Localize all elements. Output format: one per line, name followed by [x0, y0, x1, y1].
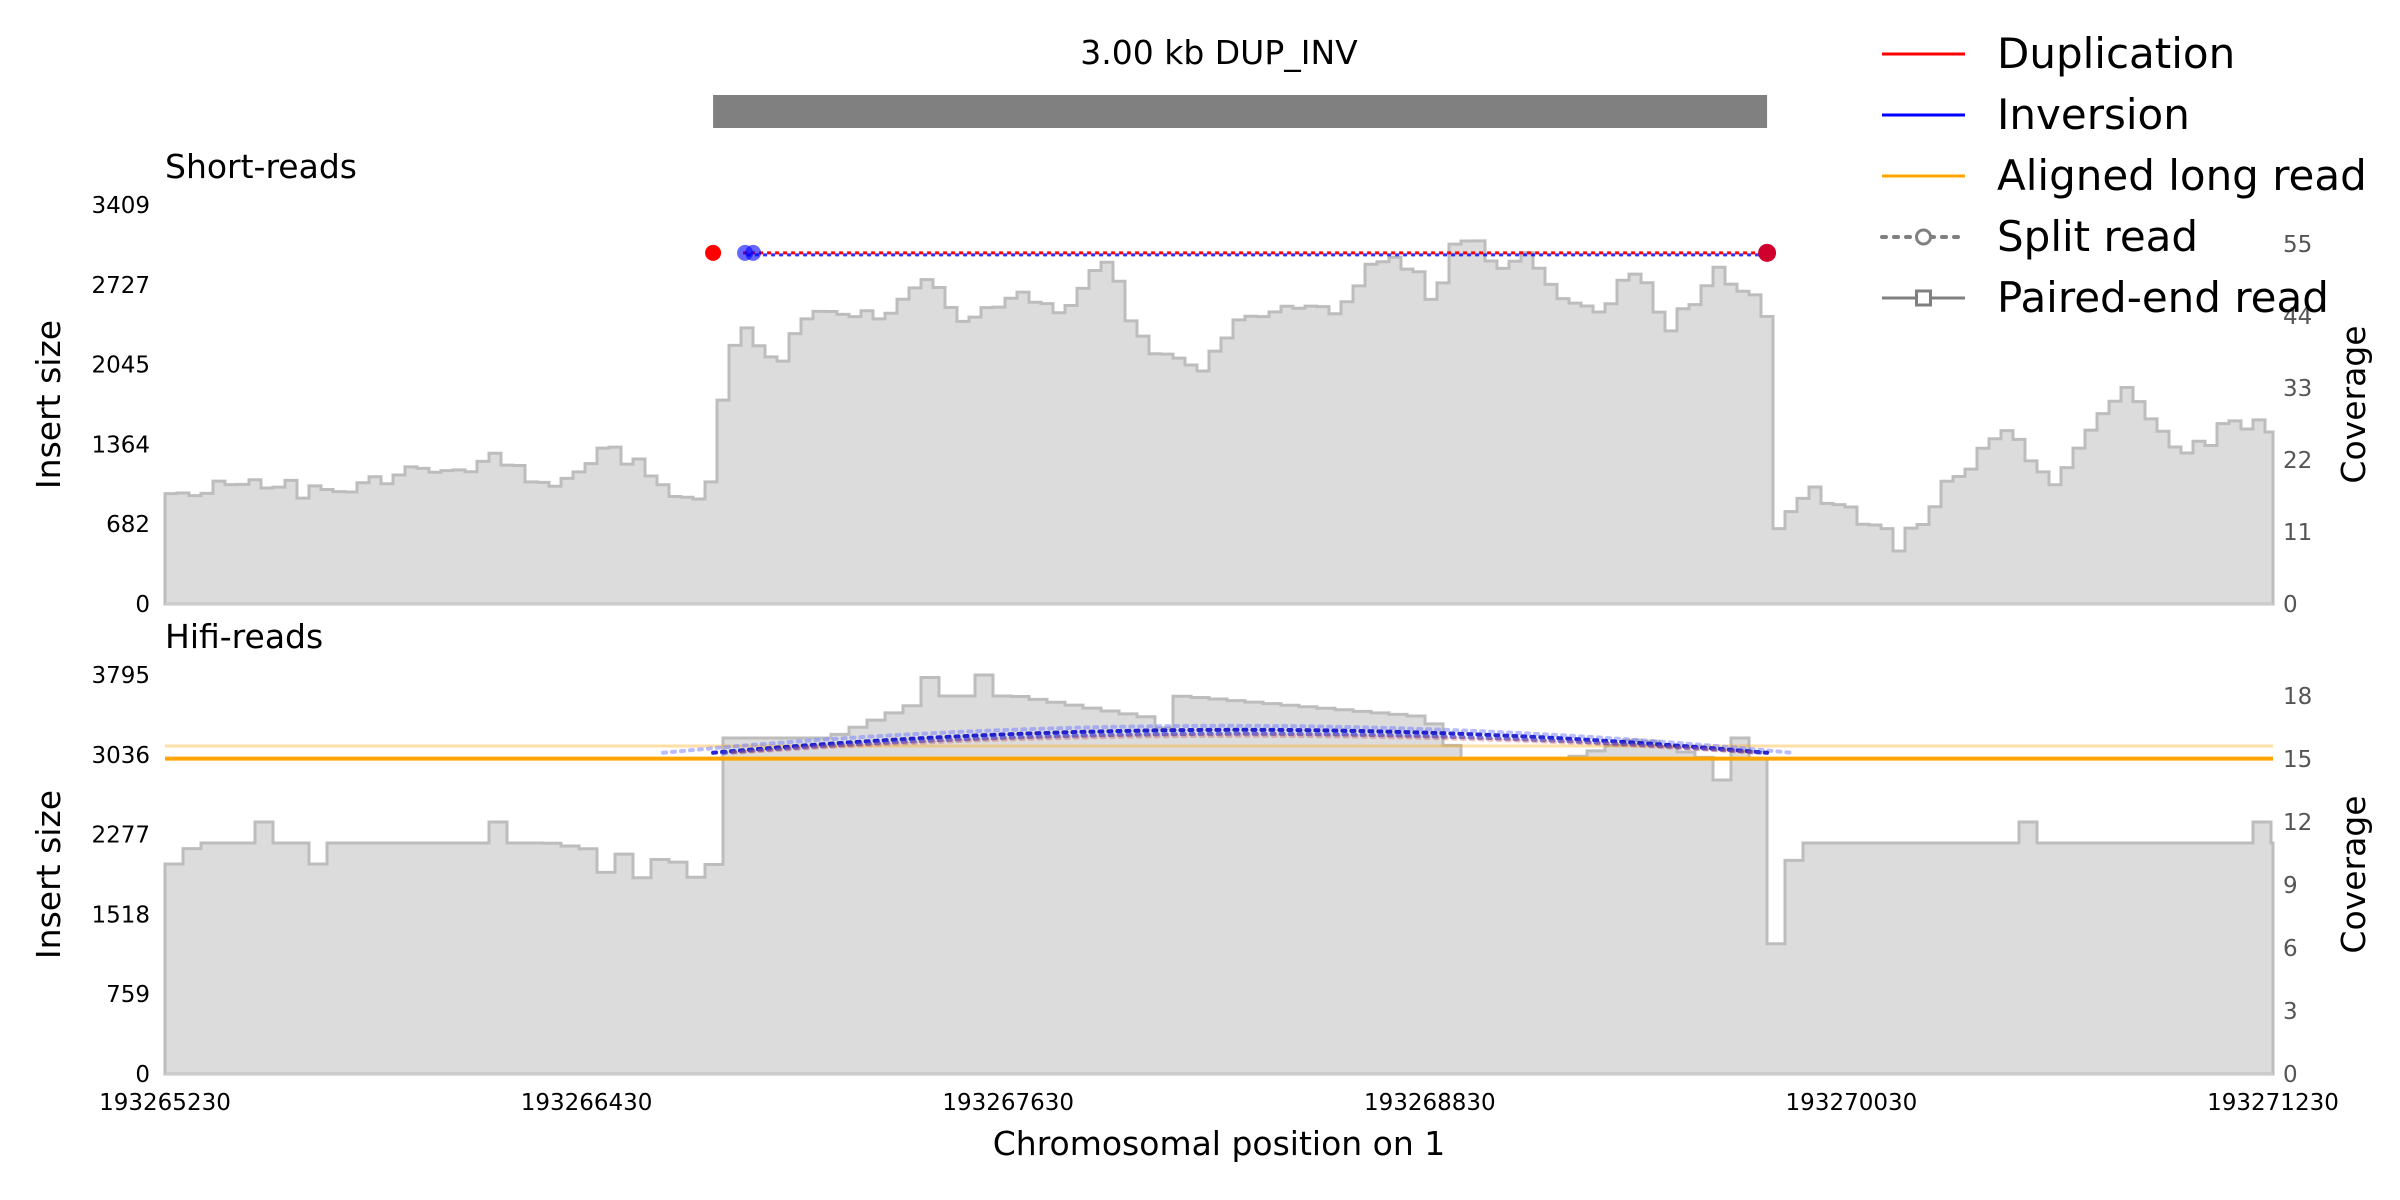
- y-axis-label-left: Insert size: [29, 790, 68, 959]
- legend-label: Inversion: [1997, 90, 2190, 139]
- y-tick-right: 44: [2283, 304, 2312, 330]
- y-axis-label-left: Insert size: [29, 320, 68, 489]
- coverage-area: [163, 239, 2275, 606]
- chart-title: 3.00 kb DUP_INV: [1080, 33, 1358, 72]
- split-read-arc: [711, 727, 1770, 755]
- y-tick-left: 0: [135, 1062, 150, 1088]
- y-tick-right: 33: [2283, 376, 2312, 402]
- y-tick-right: 6: [2283, 936, 2298, 962]
- y-tick-left: 759: [106, 982, 150, 1008]
- y-axis-label-right: Coverage: [2334, 325, 2373, 483]
- y-tick-left: 1364: [91, 432, 150, 458]
- panel-name: Short-reads: [165, 147, 357, 186]
- legend-marker: [1915, 228, 1932, 246]
- y-tick-left: 1518: [91, 902, 150, 928]
- x-tick-label: 193267630: [942, 1090, 1074, 1116]
- legend-label: Duplication: [1997, 29, 2235, 78]
- x-ticks: 193265230 193266430 193267630 193268830 1932…: [99, 1090, 2339, 1116]
- coverage-area: [163, 673, 2275, 1076]
- y-tick-left: 3795: [91, 663, 150, 689]
- x-axis-label: Chromosomal position on 1: [993, 1124, 1446, 1163]
- y-tick-right: 55: [2283, 232, 2312, 258]
- x-tick-label: 193270030: [1786, 1090, 1918, 1116]
- y-tick-right: 9: [2283, 873, 2298, 899]
- split-read-arc: [661, 723, 1795, 755]
- x-tick-label: 193268830: [1364, 1090, 1496, 1116]
- panel-name: Hifi-reads: [165, 617, 323, 656]
- legend: Duplication Inversion Aligned long read Spl…: [1880, 29, 2367, 322]
- x-tick-label: 193265230: [99, 1090, 231, 1116]
- legend-marker: [1915, 289, 1932, 307]
- split-read-arc: [731, 733, 1760, 755]
- y-tick-left: 3036: [91, 743, 150, 769]
- y-tick-left: 3409: [91, 193, 150, 219]
- y-tick-right: 0: [2283, 592, 2298, 618]
- sv-breakpoint-start: [705, 244, 722, 261]
- y-tick-left: 682: [106, 512, 150, 538]
- panel-short-reads: Short-reads 0 682 1364 2045 2727 3409 0 11 22 33 44…: [29, 147, 2373, 618]
- inversion-breakpoint: [745, 244, 762, 261]
- y-tick-left: 2277: [91, 823, 150, 849]
- legend-label: Aligned long read: [1997, 151, 2367, 200]
- y-tick-left: 0: [135, 592, 150, 618]
- y-tick-left: 2045: [91, 353, 150, 379]
- sv-span-bar: [713, 95, 1768, 128]
- y-tick-right: 0: [2283, 1062, 2298, 1088]
- split-read-arc: [721, 731, 1765, 755]
- legend-label: Paired-end read: [1997, 273, 2329, 322]
- y-tick-right: 18: [2283, 684, 2312, 710]
- y-tick-right: 11: [2283, 520, 2312, 546]
- sv-breakpoint-end: [1758, 243, 1777, 262]
- x-tick-label: 193271230: [2207, 1090, 2339, 1116]
- y-tick-right: 22: [2283, 448, 2312, 474]
- y-tick-right: 3: [2283, 999, 2298, 1025]
- legend-label: Split read: [1997, 212, 2198, 261]
- y-tick-left: 2727: [91, 273, 150, 299]
- y-tick-right: 15: [2283, 747, 2312, 773]
- x-tick-label: 193266430: [521, 1090, 653, 1116]
- y-axis-label-right: Coverage: [2334, 795, 2373, 953]
- panel-hifi-reads: Hifi-reads075915182277303637950369121518…: [29, 617, 2373, 1088]
- y-tick-right: 12: [2283, 810, 2312, 836]
